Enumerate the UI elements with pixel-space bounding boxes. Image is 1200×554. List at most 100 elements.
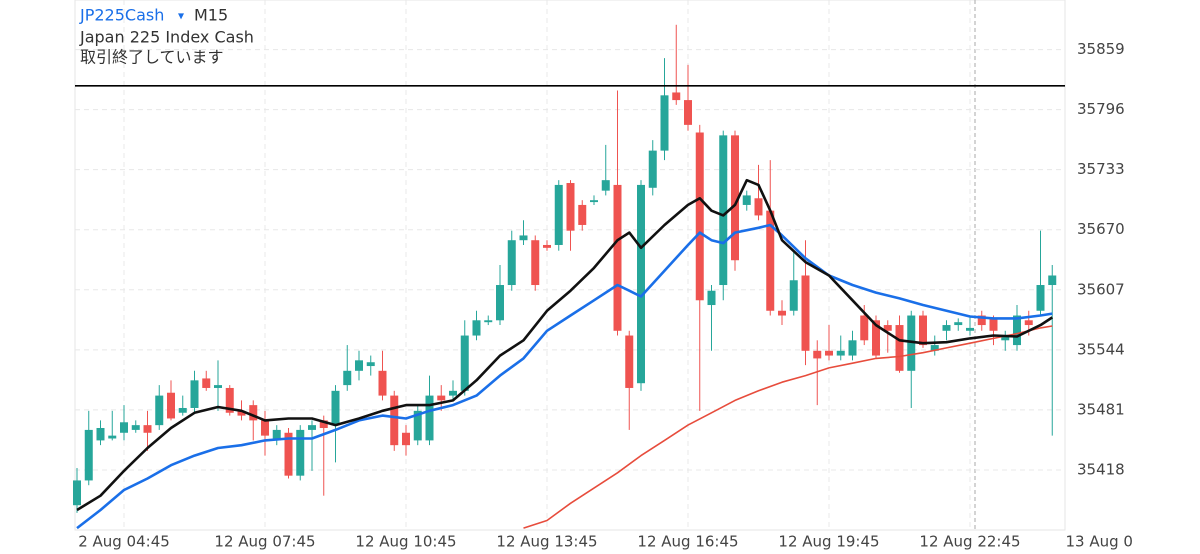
candle-body	[84, 429, 93, 481]
x-tick-label: 12 Aug 19:45	[778, 533, 879, 551]
candle-body	[214, 385, 222, 388]
subtitle: Japan 225 Index Cash	[79, 28, 254, 47]
candle-body	[1001, 335, 1010, 341]
x-tick-label: 12 Aug 16:45	[637, 533, 738, 551]
candle-body	[695, 132, 704, 301]
candle-body	[120, 422, 128, 433]
candle-body	[742, 195, 751, 205]
candle-body	[402, 432, 410, 446]
candle-body	[648, 150, 657, 188]
candle-body	[637, 184, 645, 384]
candle-body	[1013, 315, 1021, 346]
candle-body	[625, 335, 634, 388]
candle-body	[1048, 275, 1057, 286]
candle-body	[1024, 320, 1033, 326]
candle-body	[919, 315, 927, 346]
moving-average	[76, 178, 1054, 512]
candle-body	[660, 95, 669, 151]
candle-body	[578, 204, 587, 225]
candle-body	[472, 320, 481, 336]
candle-body	[355, 360, 363, 371]
symbol-menu[interactable]: ▾	[178, 9, 184, 23]
candle-body	[319, 420, 328, 429]
status: 取引終了しています	[80, 48, 224, 67]
x-tick-label: 12 Aug 07:45	[214, 533, 315, 551]
candle-body	[989, 318, 998, 331]
candle-body	[778, 310, 786, 316]
candle-body	[860, 315, 869, 341]
candle-body	[719, 135, 728, 286]
candle-body	[237, 410, 246, 416]
y-tick-label: 35544	[1077, 340, 1125, 358]
candle-body	[554, 184, 563, 245]
candle-body	[308, 425, 316, 430]
candle-body	[155, 395, 164, 426]
candle-body	[601, 180, 610, 191]
candle-body	[930, 345, 939, 351]
candle-body	[460, 335, 469, 391]
candle-body	[108, 435, 117, 439]
y-tick-label: 35607	[1077, 280, 1125, 298]
candle-body	[942, 325, 951, 331]
candle-body	[190, 380, 199, 408]
candle-body	[519, 235, 528, 241]
candle-body	[378, 370, 387, 396]
candle-body	[531, 240, 540, 286]
candle-body	[848, 340, 857, 356]
candle-body	[225, 387, 234, 413]
x-tick-label: 12 Aug 22:45	[919, 533, 1020, 551]
plot-area	[74, 0, 1066, 531]
candle-body	[707, 290, 716, 306]
candle-body	[343, 370, 352, 386]
candle-body	[390, 395, 399, 446]
y-tick-label: 35670	[1077, 220, 1125, 238]
candle-body	[249, 405, 258, 421]
x-tick-label: 12 Aug 10:45	[355, 533, 456, 551]
y-tick-label: 35481	[1077, 400, 1125, 418]
candle-body	[296, 429, 305, 476]
candle-body	[754, 198, 763, 216]
candle-body	[272, 429, 281, 441]
y-tick-label: 35733	[1077, 160, 1125, 178]
candle-body	[872, 320, 880, 356]
candle-body	[425, 395, 434, 441]
candle-body	[731, 135, 739, 261]
candle-body	[613, 184, 622, 331]
candle-body	[954, 322, 963, 326]
candle-body	[507, 240, 516, 286]
candle-body	[825, 350, 833, 356]
candle-body	[178, 407, 187, 413]
candle-body	[590, 200, 598, 203]
candle-body	[907, 315, 916, 371]
candle-body	[543, 244, 551, 248]
candle-body	[684, 100, 692, 125]
x-tick-label: 13 Aug 0	[1066, 533, 1133, 551]
candle-body	[496, 285, 504, 321]
candle-body	[1036, 285, 1045, 311]
x-tick-label: 2 Aug 04:45	[78, 533, 170, 551]
moving-average	[76, 223, 1053, 530]
candle-body	[331, 390, 340, 426]
candle-body	[672, 92, 681, 101]
candle-body	[413, 410, 422, 441]
moving-average	[523, 325, 1053, 529]
x-tick-label: 12 Aug 13:45	[496, 533, 597, 551]
candle-body	[766, 210, 775, 311]
candle-body	[366, 362, 375, 367]
candle-body	[73, 480, 81, 506]
candle-body	[261, 420, 269, 436]
candle-body	[202, 378, 211, 388]
candle-body	[484, 320, 493, 323]
symbol[interactable]: JP225Cash	[79, 6, 164, 25]
candle-body	[895, 325, 904, 371]
candle-body	[437, 395, 446, 401]
candle-body	[566, 183, 575, 231]
candle-body	[167, 392, 175, 419]
y-tick-label: 35859	[1077, 40, 1125, 58]
candle-body	[813, 350, 822, 359]
candle-body	[284, 432, 293, 476]
candle-body	[96, 428, 105, 441]
y-tick-label: 35418	[1077, 460, 1125, 478]
